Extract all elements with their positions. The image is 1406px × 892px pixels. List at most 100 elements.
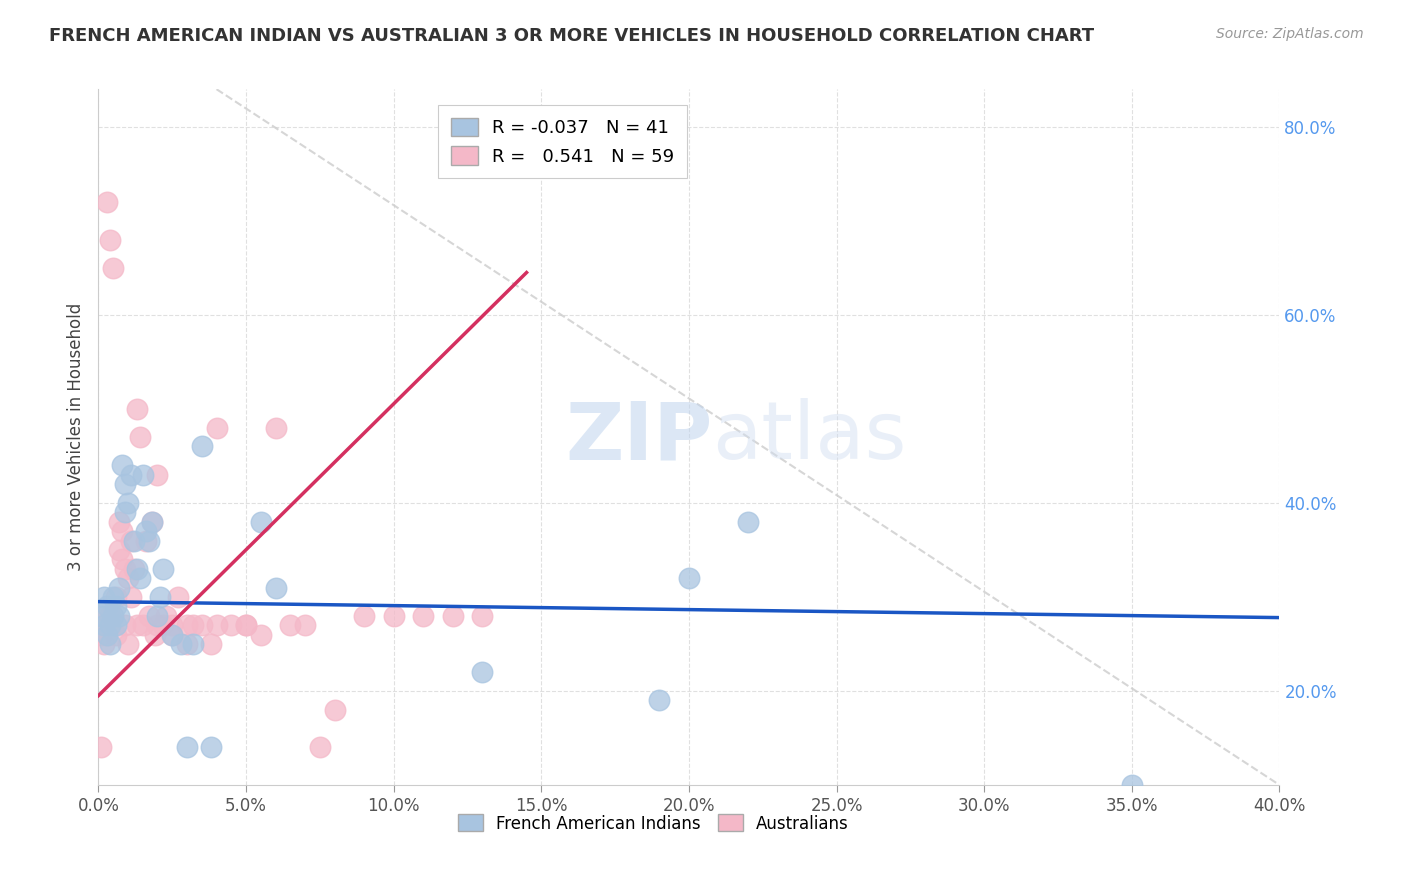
- Point: [114, 505, 136, 519]
- Legend: French American Indians, Australians: French American Indians, Australians: [451, 808, 855, 839]
- Text: ZIP: ZIP: [565, 398, 713, 476]
- Point: [264, 420, 287, 434]
- Point: [96, 627, 118, 641]
- Point: [205, 618, 228, 632]
- Point: [96, 599, 118, 614]
- Point: [122, 562, 145, 576]
- Point: [105, 599, 128, 614]
- Point: [120, 467, 142, 482]
- Point: [120, 590, 142, 604]
- Point: [146, 608, 169, 623]
- Point: [105, 618, 128, 632]
- Point: [294, 618, 316, 632]
- Point: [114, 562, 136, 576]
- Point: [146, 467, 169, 482]
- Point: [181, 637, 204, 651]
- Point: [441, 608, 464, 623]
- Point: [117, 571, 139, 585]
- Point: [176, 637, 198, 651]
- Text: FRENCH AMERICAN INDIAN VS AUSTRALIAN 3 OR MORE VEHICLES IN HOUSEHOLD CORRELATION: FRENCH AMERICAN INDIAN VS AUSTRALIAN 3 O…: [49, 27, 1094, 45]
- Point: [132, 618, 155, 632]
- Point: [181, 618, 204, 632]
- Point: [309, 740, 332, 755]
- Point: [471, 608, 494, 623]
- Point: [146, 618, 169, 632]
- Point: [93, 618, 115, 632]
- Point: [108, 608, 131, 623]
- Point: [114, 618, 136, 632]
- Point: [1121, 778, 1143, 792]
- Point: [117, 496, 139, 510]
- Point: [167, 590, 190, 604]
- Point: [353, 608, 375, 623]
- Point: [155, 608, 177, 623]
- Point: [98, 618, 121, 632]
- Point: [128, 430, 150, 444]
- Point: [176, 740, 198, 755]
- Point: [135, 524, 157, 538]
- Point: [96, 627, 118, 641]
- Point: [122, 533, 145, 548]
- Point: [90, 608, 112, 623]
- Point: [737, 515, 759, 529]
- Point: [125, 562, 148, 576]
- Point: [412, 608, 434, 623]
- Point: [162, 627, 183, 641]
- Point: [105, 590, 128, 604]
- Point: [120, 533, 142, 548]
- Point: [143, 627, 166, 641]
- Point: [152, 618, 174, 632]
- Point: [191, 618, 214, 632]
- Point: [90, 740, 112, 755]
- Y-axis label: 3 or more Vehicles in Household: 3 or more Vehicles in Household: [66, 303, 84, 571]
- Point: [191, 440, 214, 454]
- Point: [221, 618, 243, 632]
- Point: [93, 637, 115, 651]
- Point: [98, 637, 121, 651]
- Point: [103, 590, 125, 604]
- Point: [141, 515, 163, 529]
- Point: [111, 552, 134, 566]
- Point: [103, 260, 125, 275]
- Point: [135, 533, 157, 548]
- Point: [108, 581, 131, 595]
- Point: [382, 608, 405, 623]
- Point: [125, 618, 148, 632]
- Point: [235, 618, 257, 632]
- Point: [103, 608, 125, 623]
- Point: [105, 627, 128, 641]
- Point: [98, 233, 121, 247]
- Point: [90, 627, 112, 641]
- Point: [200, 637, 222, 651]
- Point: [138, 608, 160, 623]
- Point: [128, 571, 150, 585]
- Point: [138, 533, 160, 548]
- Point: [162, 627, 183, 641]
- Point: [250, 627, 273, 641]
- Point: [176, 618, 198, 632]
- Point: [98, 608, 121, 623]
- Point: [471, 665, 494, 680]
- Point: [93, 590, 115, 604]
- Point: [141, 515, 163, 529]
- Point: [93, 608, 115, 623]
- Point: [280, 618, 302, 632]
- Point: [149, 590, 172, 604]
- Point: [170, 637, 193, 651]
- Point: [108, 542, 131, 557]
- Point: [103, 608, 125, 623]
- Point: [250, 515, 273, 529]
- Point: [162, 618, 183, 632]
- Point: [200, 740, 222, 755]
- Point: [678, 571, 700, 585]
- Point: [125, 401, 148, 416]
- Point: [108, 515, 131, 529]
- Point: [205, 420, 228, 434]
- Point: [264, 581, 287, 595]
- Text: Source: ZipAtlas.com: Source: ZipAtlas.com: [1216, 27, 1364, 41]
- Point: [132, 467, 155, 482]
- Point: [117, 637, 139, 651]
- Point: [152, 562, 174, 576]
- Point: [111, 524, 134, 538]
- Point: [96, 194, 118, 209]
